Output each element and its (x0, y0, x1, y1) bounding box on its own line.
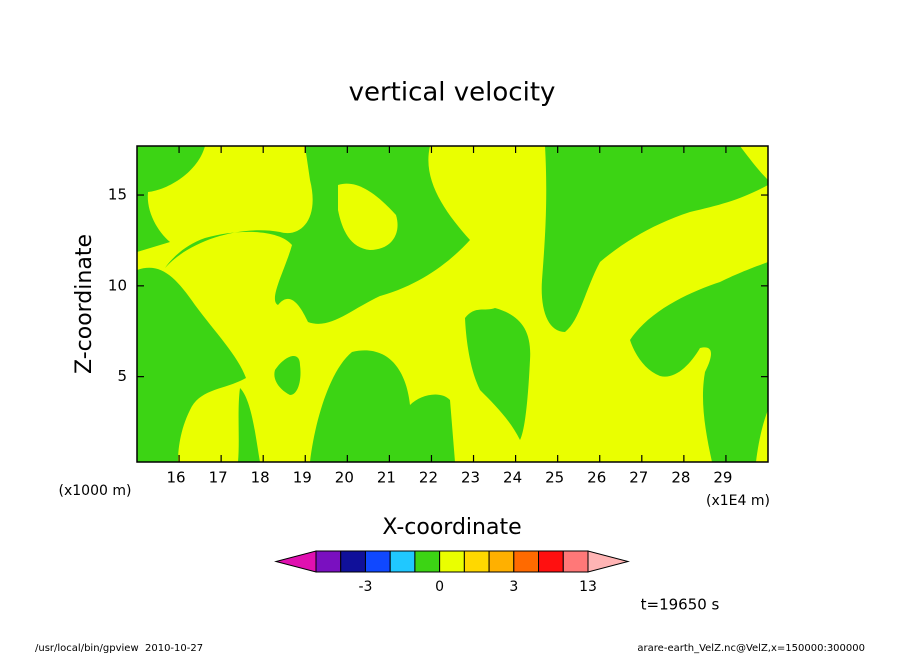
x-tick-label: 18 (251, 469, 270, 487)
y-axis-label: Z-coordinate (72, 234, 97, 374)
plot-area (136, 145, 769, 463)
contour-region (165, 146, 470, 324)
time-label: t=19650 s (641, 596, 720, 614)
x-tick-label: 23 (461, 469, 480, 487)
colorbar-segment (513, 550, 540, 573)
colorbar-tick-label: -3 (358, 579, 372, 595)
x-tick-label: 16 (167, 469, 186, 487)
colorbar-tick-label: 0 (435, 579, 444, 595)
x-tick-label: 28 (671, 469, 690, 487)
chart-title: vertical velocity (349, 78, 556, 108)
colorbar-segment (414, 550, 441, 573)
colorbar-segment (538, 550, 564, 573)
x-tick-label: 25 (545, 469, 564, 487)
colorbar-segment (364, 550, 391, 573)
colorbar-extend-high (587, 550, 630, 573)
x-tick-label: 20 (335, 469, 354, 487)
x-tick-label: 24 (503, 469, 522, 487)
colorbar-segment (463, 550, 490, 573)
x-tick-label: 21 (377, 469, 396, 487)
colorbar-segment (389, 550, 416, 573)
contour-region (465, 308, 531, 440)
colorbar-segment (340, 550, 366, 573)
colorbar-segment (315, 550, 342, 573)
x-tick-label: 26 (587, 469, 606, 487)
x-tick-label: 19 (293, 469, 312, 487)
colorbar-segment (562, 550, 589, 573)
colorbar-segment (488, 550, 515, 573)
footer-right: arare-earth_VelZ.nc@VelZ,x=150000:300000 (637, 643, 865, 654)
x-tick-label: 29 (713, 469, 732, 487)
x-tick-label: 27 (629, 469, 648, 487)
y-tick-label: 10 (108, 276, 127, 294)
colorbar-extend-low (274, 550, 317, 573)
colorbar-segment (439, 550, 465, 573)
y-tick-label: 5 (117, 367, 127, 385)
y-tick-label: 15 (108, 186, 127, 204)
plot-frame (136, 145, 769, 463)
contour-region (630, 262, 768, 462)
contour-region (137, 267, 246, 462)
x-scale-label: (x1E4 m) (706, 493, 770, 509)
colorbar-tick-label: 3 (509, 579, 518, 595)
contour-region (274, 355, 301, 395)
footer-left: /usr/local/bin/gpview 2010-10-27 (35, 643, 203, 654)
contour-region (541, 146, 768, 332)
contour-region (238, 388, 260, 462)
x-tick-label: 22 (419, 469, 438, 487)
x-unit-label: (x1000 m) (59, 483, 132, 499)
contour-region (338, 183, 398, 250)
contour-region (137, 146, 205, 252)
x-axis-label: X-coordinate (382, 515, 521, 540)
colorbar-tick-label: 13 (579, 579, 597, 595)
contour-region (310, 350, 455, 462)
x-tick-label: 17 (209, 469, 228, 487)
